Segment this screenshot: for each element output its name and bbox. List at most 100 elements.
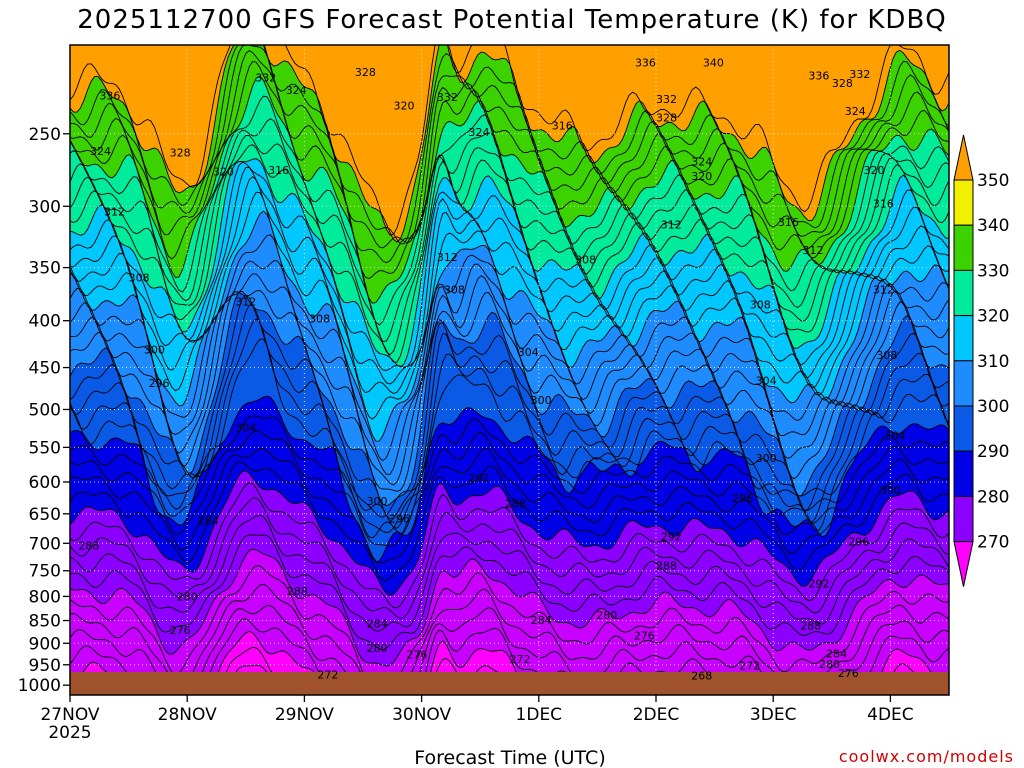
isotherm-316: [70, 260, 949, 475]
contour-label: 320: [213, 166, 234, 179]
contour-label: 304: [235, 421, 256, 434]
y-tick-label: 300: [29, 197, 61, 217]
x-axis-sublabel: 2025: [48, 723, 91, 743]
contour-label: 324: [469, 126, 490, 139]
contour-label: 312: [437, 251, 458, 264]
contour-label: 304: [518, 346, 539, 359]
contour-label: 288: [800, 620, 821, 633]
colorbar-label: 350: [977, 171, 1009, 191]
isotherm-284: [70, 514, 949, 632]
contour-label: 308: [129, 272, 150, 285]
isotherm-282: [70, 534, 949, 651]
isotherm-324: [70, 175, 949, 394]
isotherm-322: [70, 191, 949, 420]
isotherm-338: [70, 95, 949, 326]
contour-label: 312: [235, 295, 256, 308]
colorbar-segment: [953, 269, 974, 317]
contour-label: 300: [367, 495, 388, 508]
x-tick-label: 27NOV: [40, 705, 99, 725]
contour-label: 284: [198, 515, 219, 528]
colorbar-label: 340: [977, 216, 1009, 236]
colorbar-label: 280: [977, 487, 1009, 507]
colorbar-label: 330: [977, 261, 1009, 281]
isotherm-310: [70, 290, 949, 507]
colorbar-label: 320: [977, 307, 1009, 327]
isotherm-312: [70, 290, 949, 492]
contour-label: 320: [691, 170, 712, 183]
contour-label: 328: [355, 66, 376, 79]
contour-label: 316: [552, 120, 573, 133]
contour-label: 332: [255, 71, 276, 84]
isotherm-340: [70, 75, 949, 304]
contour-label: 328: [656, 112, 677, 125]
y-tick-label: 700: [29, 534, 61, 554]
x-tick-label: 29NOV: [275, 705, 334, 725]
colorbar-segment: [953, 360, 974, 407]
contour-label: 316: [268, 164, 289, 177]
contour-label: 272: [317, 669, 338, 682]
colorbar-segment: [953, 179, 974, 226]
x-axis-label: Forecast Time (UTC): [414, 747, 605, 768]
isotherm-278: [70, 565, 949, 686]
contour-label: 324: [286, 84, 307, 97]
y-axis: 2503003504004505005506006507007508008509…: [18, 125, 70, 696]
contour-label: 300: [144, 343, 165, 356]
contour-label: 332: [656, 93, 677, 106]
isotherm-290: [70, 470, 949, 596]
y-tick-label: 550: [29, 438, 61, 458]
y-tick-label: 800: [29, 587, 61, 607]
contour-label: 296: [149, 377, 170, 390]
colorbar-label: 310: [977, 352, 1009, 372]
colorbar-label: 270: [977, 533, 1009, 553]
contour-label: 276: [634, 630, 655, 643]
contour-label: 308: [575, 254, 596, 267]
isotherm-274: [70, 605, 949, 695]
y-tick-label: 900: [29, 634, 61, 654]
contour-label: 304: [756, 375, 777, 388]
y-tick-label: 950: [29, 656, 61, 676]
isotherm-352: [70, 45, 949, 236]
y-tick-label: 650: [29, 505, 61, 525]
contour-label: 312: [661, 218, 682, 231]
contour-label: 324: [90, 145, 111, 158]
y-tick-label: 600: [29, 473, 61, 493]
contour-label: 272: [510, 653, 531, 666]
contour-label: 296: [848, 536, 869, 549]
colorbar: 350 340 330 320 310 300 290 280 270: [953, 134, 1009, 587]
isotherm-272: [70, 618, 949, 695]
isotherm-326: [70, 167, 949, 385]
contour-label: 336: [808, 70, 829, 83]
contour-label: 280: [367, 642, 388, 655]
isotherm-306: [70, 304, 949, 529]
contour-label: 280: [819, 658, 840, 671]
contour-label: 308: [309, 313, 330, 326]
contour-label: 280: [596, 609, 617, 622]
filled-contours: [70, 45, 949, 695]
contour-label: 316: [778, 216, 799, 229]
chart-title: 2025112700 GFS Forecast Potential Temper…: [77, 5, 947, 35]
isotherm-308: [70, 294, 949, 520]
contour-label: 308: [750, 298, 771, 311]
ground-surface: [70, 672, 949, 695]
contour-label: 296: [389, 513, 410, 526]
x-tick-label: 30NOV: [392, 705, 451, 725]
contour-label: 324: [845, 105, 866, 118]
y-tick-label: 400: [29, 312, 61, 332]
colorbar-segment: [953, 495, 974, 543]
contour-label: 332: [849, 68, 870, 81]
contour-label: 304: [885, 430, 906, 443]
contour-label: 292: [661, 530, 682, 543]
contour-label: 284: [826, 648, 847, 661]
contour-label: 288: [505, 497, 526, 510]
colorbar-label: 300: [977, 397, 1009, 417]
colorbar-segment: [953, 450, 974, 497]
contour-label: 320: [863, 164, 884, 177]
x-tick-label: 3DEC: [750, 705, 797, 725]
x-tick-label: 1DEC: [516, 705, 563, 725]
contour-lines: [70, 45, 949, 695]
isotherm-302: [70, 338, 949, 563]
contour-label: 272: [739, 660, 760, 673]
y-tick-label: 1000: [18, 676, 61, 696]
